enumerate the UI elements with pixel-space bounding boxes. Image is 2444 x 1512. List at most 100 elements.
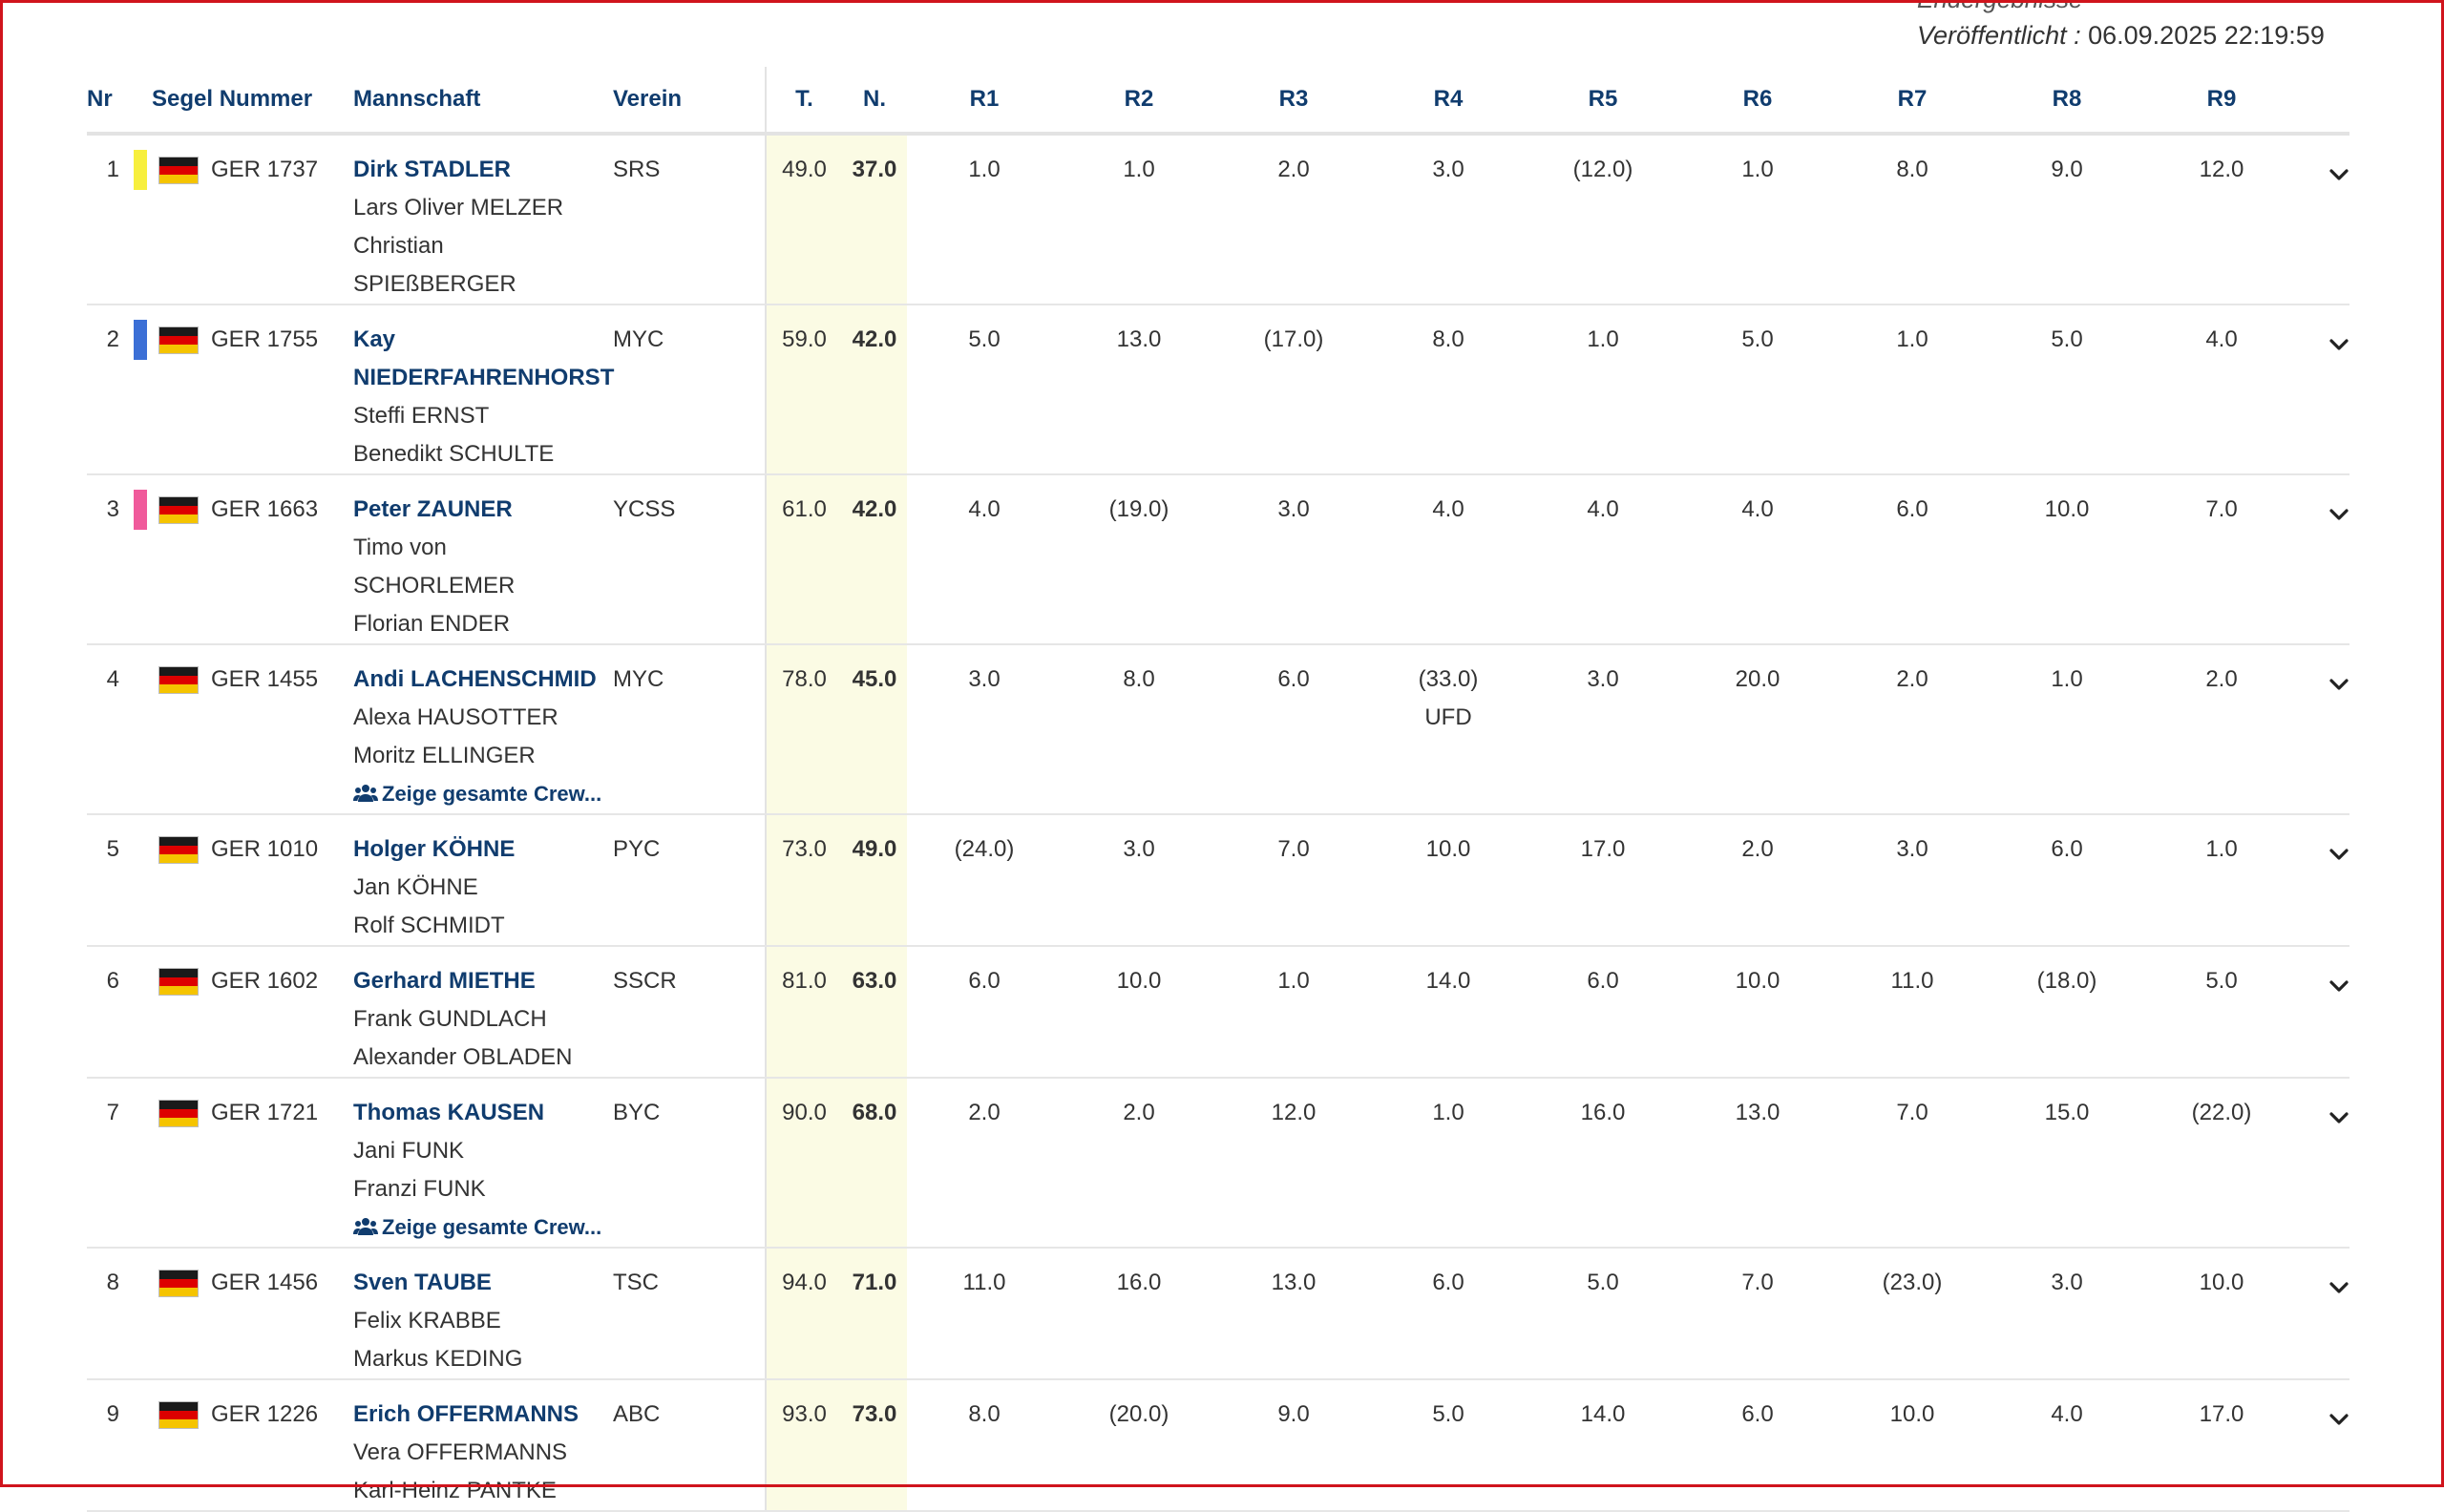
col-header-team[interactable]: Mannschaft (353, 67, 613, 136)
col-header-expand (2299, 67, 2349, 136)
race-score-value: 4.0 (1741, 496, 1774, 522)
col-header-r3[interactable]: R3 (1216, 67, 1371, 136)
col-header-r2[interactable]: R2 (1062, 67, 1216, 136)
team-cell: Andi LACHENSCHMID Alexa HAUSOTTER Moritz E… (353, 644, 613, 815)
expand-cell (2299, 304, 2349, 475)
chevron-down-icon[interactable] (2328, 159, 2349, 180)
col-header-r7[interactable]: R7 (1835, 67, 1990, 136)
race-score-value: 6.0 (1896, 496, 1928, 522)
rank-marker (134, 961, 147, 1001)
result-row[interactable]: 8 GER 1456 Sven TAUBE Felix KRABBE Markus KE… (87, 1248, 2349, 1380)
rank-marker (134, 150, 147, 190)
race-score: 3.0 (1371, 134, 1526, 305)
germany-flag-icon (159, 837, 198, 863)
rank-marker-cell (129, 946, 152, 1079)
crew-member: Florian ENDER (353, 611, 511, 637)
expand-cell (2299, 1248, 2349, 1380)
chevron-down-icon[interactable] (2328, 971, 2349, 992)
race-score-value: 7.0 (1741, 1270, 1774, 1295)
skipper-name[interactable]: Andi LACHENSCHMID (353, 666, 597, 692)
race-score: (22.0) (2144, 1078, 2299, 1249)
total-points: 59.0 (765, 304, 842, 475)
result-row[interactable]: 1 GER 1737 Dirk STADLER Lars Oliver MELZER C… (87, 134, 2349, 305)
result-row[interactable]: 7 GER 1721 Thomas KAUSEN Jani FUNK Franzi FU… (87, 1078, 2349, 1249)
skipper-name[interactable]: Peter ZAUNER (353, 496, 513, 522)
rank-marker-cell (129, 1078, 152, 1249)
race-score-value: 3.0 (1277, 496, 1310, 522)
rank-marker-cell (129, 814, 152, 947)
result-row[interactable]: 3 GER 1663 Peter ZAUNER Timo von SCHORLEMER F… (87, 474, 2349, 645)
race-score: 5.0 (2144, 946, 2299, 1079)
rank-cell: 1 (87, 134, 129, 305)
race-score-value: 10.0 (1735, 968, 1780, 994)
net-points: 49.0 (842, 814, 907, 947)
chevron-down-icon[interactable] (2328, 669, 2349, 690)
flag-cell (152, 814, 205, 947)
club-cell: SRS (613, 134, 766, 305)
chevron-down-icon[interactable] (2328, 839, 2349, 860)
table-header-row: Nr Segel Nummer Mannschaft Verein T. N. … (87, 67, 2349, 136)
crew-member: Felix KRABBE (353, 1308, 501, 1334)
race-score: 4.0 (1526, 474, 1680, 645)
team-cell: Thomas KAUSEN Jani FUNK Franzi FUNK Zeige g… (353, 1078, 613, 1249)
chevron-down-icon[interactable] (2328, 1272, 2349, 1293)
race-score-value: 4.0 (2051, 1401, 2083, 1427)
race-score: 1.0 (907, 134, 1062, 305)
col-header-total[interactable]: T. (765, 67, 842, 136)
race-score-value: 6.0 (1741, 1401, 1774, 1427)
race-score-value: 15.0 (2044, 1100, 2090, 1125)
rank-cell: 7 (87, 1078, 129, 1249)
skipper-name[interactable]: Gerhard MIETHE (353, 968, 536, 994)
race-score: 17.0 (2144, 1379, 2299, 1512)
col-header-r5[interactable]: R5 (1526, 67, 1680, 136)
race-score-value: 1.0 (968, 157, 1001, 182)
col-header-r8[interactable]: R8 (1990, 67, 2144, 136)
results-body: 1 GER 1737 Dirk STADLER Lars Oliver MELZER C… (87, 134, 2349, 1512)
chevron-down-icon[interactable] (2328, 329, 2349, 350)
skipper-name[interactable]: Sven TAUBE (353, 1270, 492, 1295)
race-score: 1.0 (1990, 644, 2144, 815)
skipper-name[interactable]: Holger KÖHNE (353, 836, 516, 862)
flag-cell (152, 1078, 205, 1249)
race-score: 6.0 (1835, 474, 1990, 645)
race-score: 5.0 (1371, 1379, 1526, 1512)
skipper-name[interactable]: Dirk STADLER (353, 157, 511, 182)
skipper-name[interactable]: Kay NIEDERFAHRENHORST (353, 326, 615, 390)
chevron-down-icon[interactable] (2328, 1102, 2349, 1124)
sail-number: GER 1755 (205, 304, 353, 475)
germany-flag-icon (159, 1270, 198, 1296)
skipper-name[interactable]: Thomas KAUSEN (353, 1100, 545, 1125)
result-row[interactable]: 6 GER 1602 Gerhard MIETHE Frank GUNDLACH Ale… (87, 946, 2349, 1079)
published-label: Veröffentlicht : (1917, 21, 2081, 50)
show-crew-link[interactable]: Zeige gesamte Crew... (353, 1208, 605, 1247)
race-score: (18.0) (1990, 946, 2144, 1079)
crew-member: Jani FUNK (353, 1138, 465, 1164)
col-header-nr[interactable]: Nr (87, 67, 129, 136)
col-header-sail-number[interactable]: Segel Nummer (152, 67, 353, 136)
race-score-value: 10.0 (1889, 1401, 1935, 1427)
result-row[interactable]: 2 GER 1755 Kay NIEDERFAHRENHORST Steffi ERN… (87, 304, 2349, 475)
col-header-club[interactable]: Verein (613, 67, 766, 136)
sail-number: GER 1010 (205, 814, 353, 947)
result-row[interactable]: 5 GER 1010 Holger KÖHNE Jan KÖHNE Rolf SCHMI… (87, 814, 2349, 947)
show-crew-link[interactable]: Zeige gesamte Crew... (353, 775, 605, 813)
col-header-r9[interactable]: R9 (2144, 67, 2299, 136)
col-header-net[interactable]: N. (842, 67, 907, 136)
race-score-value: 6.0 (2051, 836, 2083, 862)
race-score: 3.0 (1062, 814, 1216, 947)
race-score: 2.0 (1680, 814, 1835, 947)
race-score-value: 17.0 (2199, 1401, 2244, 1427)
col-header-r1[interactable]: R1 (907, 67, 1062, 136)
chevron-down-icon[interactable] (2328, 499, 2349, 520)
club-cell: SSCR (613, 946, 766, 1079)
race-score: 4.0 (1371, 474, 1526, 645)
race-score-value: 8.0 (1896, 157, 1928, 182)
chevron-down-icon[interactable] (2328, 1404, 2349, 1425)
col-header-r4[interactable]: R4 (1371, 67, 1526, 136)
col-header-r6[interactable]: R6 (1680, 67, 1835, 136)
result-row[interactable]: 4 GER 1455 Andi LACHENSCHMID Alexa HAUSOTTE… (87, 644, 2349, 815)
result-row[interactable]: 9 GER 1226 Erich OFFERMANNS Vera OFFERMANNS… (87, 1379, 2349, 1512)
skipper-name[interactable]: Erich OFFERMANNS (353, 1401, 579, 1427)
results-heading: Endergebnisse (1917, 0, 2082, 14)
crew-member: Vera OFFERMANNS (353, 1439, 568, 1465)
